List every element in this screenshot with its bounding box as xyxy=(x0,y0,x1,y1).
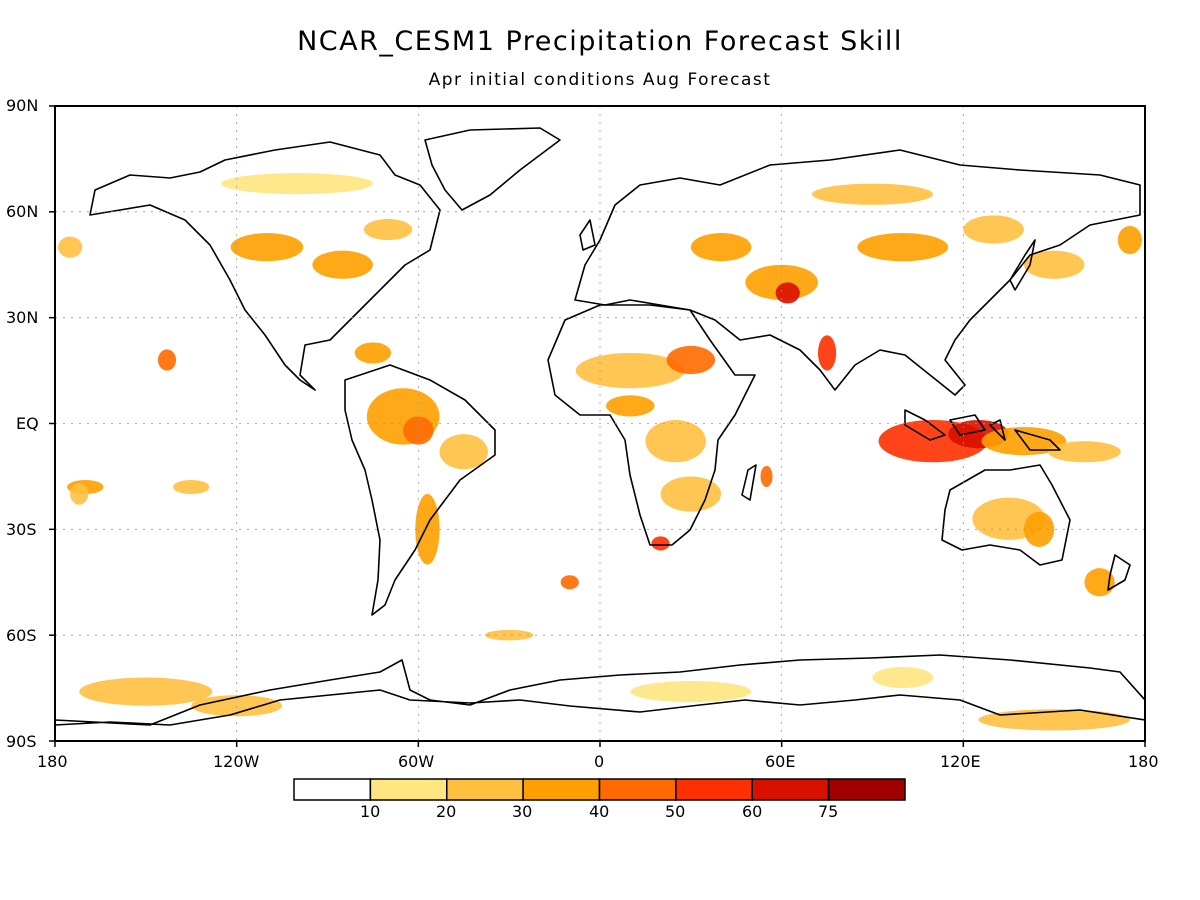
skill-region-3 xyxy=(1048,441,1121,463)
legend-swatch-7 xyxy=(827,778,906,801)
skill-region-20 xyxy=(690,233,752,262)
legend-label-20: 20 xyxy=(436,802,457,821)
lon-label-120w: 120W xyxy=(213,752,260,771)
legend-label-75: 75 xyxy=(818,802,839,821)
legend-label-60: 60 xyxy=(742,802,763,821)
skill-region-34 xyxy=(484,629,534,641)
skill-region-32 xyxy=(1084,568,1115,597)
eurasia-coastline xyxy=(574,149,1141,396)
skill-region-17 xyxy=(354,342,392,364)
legend-swatch-4 xyxy=(598,778,677,801)
lat-label-60n: 60N xyxy=(6,202,39,221)
lon-label-60w: 60W xyxy=(398,752,435,771)
legend-swatch-2 xyxy=(446,778,524,801)
legend-swatch-6 xyxy=(751,778,830,801)
axis-ticks xyxy=(49,105,1146,747)
skill-region-13 xyxy=(651,536,670,551)
new-zealand-coastline xyxy=(1107,554,1131,591)
skill-region-42 xyxy=(1117,225,1142,255)
madagascar-coastline xyxy=(741,464,757,501)
skill-region-37 xyxy=(630,681,752,703)
skill-field-layer xyxy=(58,173,1142,731)
legend-swatch-5 xyxy=(675,778,753,801)
lat-label-30s: 30S xyxy=(6,520,37,539)
japan-coastline xyxy=(1009,239,1036,291)
skill-region-15 xyxy=(312,250,373,279)
north-america-coastline xyxy=(89,141,441,391)
lon-label-180e: 180 xyxy=(1128,752,1159,771)
skill-region-8 xyxy=(575,352,685,389)
south-america-coastline xyxy=(344,364,496,616)
lat-label-90n: 90N xyxy=(6,96,39,115)
skill-region-9 xyxy=(666,345,716,375)
skill-region-43 xyxy=(70,483,89,505)
map-title: NCAR_CESM1 Precipitation Forecast Skill xyxy=(297,26,903,57)
lon-label-0: 0 xyxy=(594,752,605,771)
greenland-coastline xyxy=(424,127,561,211)
skill-region-12 xyxy=(660,476,722,512)
legend-swatch-1 xyxy=(369,778,448,801)
color-legend xyxy=(293,778,906,801)
legend-swatch-3 xyxy=(522,778,601,801)
skill-region-16 xyxy=(363,218,413,241)
lat-label-30n: 30N xyxy=(6,308,39,327)
lat-label-eq: EQ xyxy=(16,414,39,433)
skill-region-40 xyxy=(221,173,373,195)
skill-region-10 xyxy=(606,395,655,417)
skill-region-21 xyxy=(857,233,949,262)
africa-coastline xyxy=(547,304,756,546)
skill-region-7 xyxy=(415,494,440,565)
skill-region-6 xyxy=(439,434,488,470)
skill-region-36 xyxy=(191,695,283,717)
lon-label-180w: 180 xyxy=(37,752,68,771)
skill-region-35 xyxy=(79,677,213,706)
legend-swatch-0 xyxy=(293,778,372,801)
australia-coastline xyxy=(941,464,1071,566)
skill-region-33 xyxy=(560,575,579,590)
skill-region-38 xyxy=(978,709,1130,731)
skill-region-5 xyxy=(403,416,434,445)
skill-region-41 xyxy=(58,236,83,258)
skill-region-39 xyxy=(872,666,934,689)
skill-region-22 xyxy=(963,215,1024,244)
lat-label-90s: 90S xyxy=(6,732,37,751)
map-subtitle: Apr initial conditions Aug Forecast xyxy=(428,70,772,90)
skill-region-14 xyxy=(230,233,304,262)
skill-region-28 xyxy=(173,479,210,495)
legend-label-30: 30 xyxy=(512,802,533,821)
indonesia-coastline xyxy=(904,409,1061,451)
uk-coastline xyxy=(579,219,596,251)
skill-region-26 xyxy=(157,349,177,371)
legend-label-40: 40 xyxy=(589,802,610,821)
skill-region-19 xyxy=(775,282,800,304)
skill-region-11 xyxy=(645,419,706,463)
skill-region-23 xyxy=(1023,250,1085,279)
skill-region-24 xyxy=(811,183,934,205)
legend-label-50: 50 xyxy=(665,802,686,821)
graticule-grid xyxy=(55,106,1145,741)
lon-label-60e: 60E xyxy=(765,752,796,771)
skill-region-29 xyxy=(760,465,773,487)
skill-region-25 xyxy=(818,335,837,371)
lon-label-120e: 120E xyxy=(940,752,981,771)
legend-label-10: 10 xyxy=(360,802,381,821)
lat-label-60s: 60S xyxy=(6,626,37,645)
